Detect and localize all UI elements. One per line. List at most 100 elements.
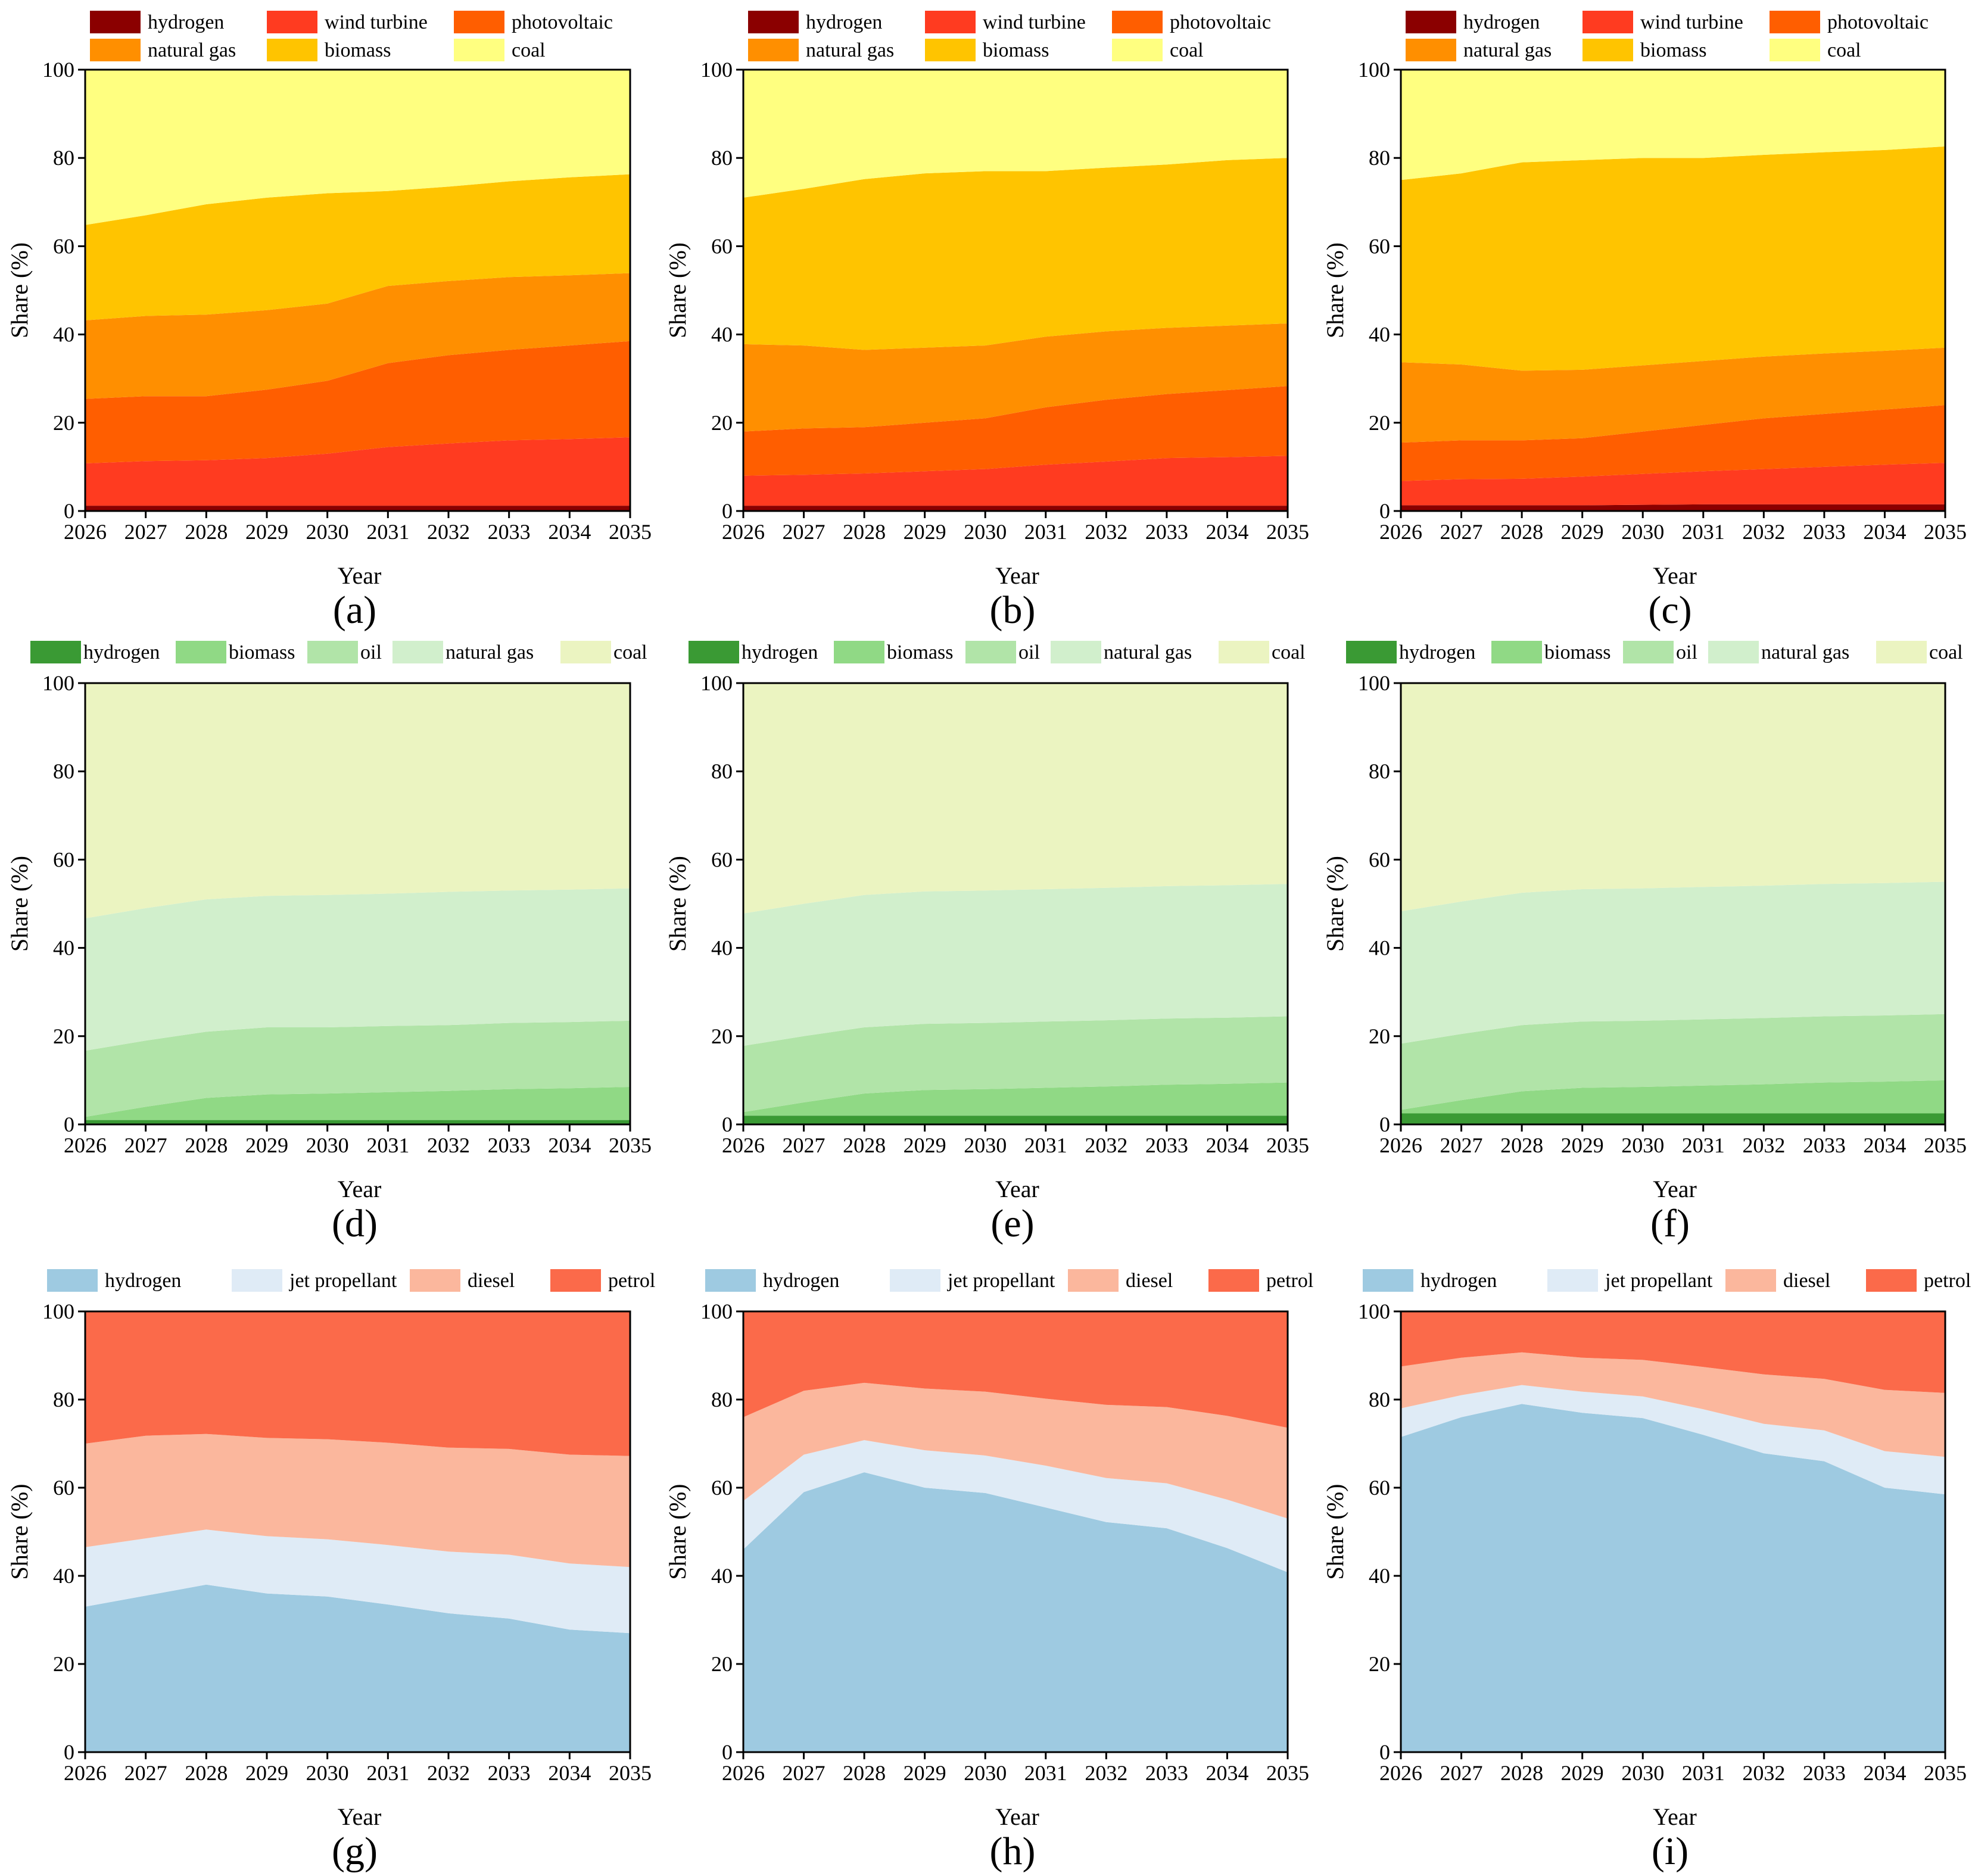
- y-axis-title: Share (%): [1322, 856, 1348, 952]
- area-coal: [743, 70, 1288, 198]
- legend-swatch: [1770, 11, 1820, 33]
- chart-panel-8: 0 20 40 60 80 100 2026 2027 2028 2029 2030 2031 2032…: [664, 1269, 1313, 1873]
- legend-swatch: [176, 641, 226, 663]
- legend-swatch: [925, 39, 976, 61]
- x-tick-label: 2029: [245, 520, 288, 544]
- area-natural-gas: [1401, 347, 1945, 443]
- x-tick-label: 2029: [1561, 520, 1604, 544]
- y-axis-title: Share (%): [664, 856, 691, 952]
- area-natural-gas: [743, 323, 1288, 432]
- x-tick-label: 2028: [185, 1761, 228, 1785]
- x-tick-label: 2030: [306, 1761, 349, 1785]
- x-tick-label: 2033: [488, 520, 531, 544]
- x-tick-label: 2035: [609, 520, 652, 544]
- legend-label: hydrogen: [763, 1270, 839, 1292]
- x-tick-label: 2027: [1440, 1761, 1483, 1785]
- y-tick-label: 40: [711, 1564, 733, 1588]
- legend-label: jet propellant: [289, 1270, 397, 1292]
- x-axis-title: Year: [1653, 1176, 1697, 1202]
- x-tick-label: 2035: [1266, 1133, 1309, 1157]
- legend-item-jet-propellant: jet propellant: [890, 1269, 1055, 1292]
- legend-label: coal: [1170, 39, 1204, 61]
- x-axis-title: Year: [338, 1803, 382, 1830]
- area-natural-gas: [1401, 881, 1945, 1044]
- plot-frame: [1400, 68, 1946, 512]
- area-wind-turbine: [1401, 463, 1945, 506]
- legend-swatch: [1708, 641, 1759, 663]
- legend-swatch: [392, 641, 443, 663]
- plot-frame: [84, 1310, 631, 1753]
- x-tick-label: 2031: [1682, 520, 1725, 544]
- y-tick-label: 60: [53, 847, 74, 871]
- y-tick-label: 100: [700, 671, 733, 695]
- chart-panel-1: 0 20 40 60 80 100 2026 2027 2028 2029 2030 2031 2032…: [6, 11, 652, 632]
- x-tick-label: 2030: [306, 520, 349, 544]
- legend-swatch: [550, 1269, 601, 1292]
- x-tick-label: 2028: [1500, 1133, 1543, 1157]
- area-biomass: [743, 158, 1288, 350]
- legend-swatch: [30, 641, 81, 663]
- x-tick-label: 2026: [64, 1761, 107, 1785]
- y-tick-label: 60: [711, 234, 733, 258]
- legend-item-biomass: biomass: [834, 641, 953, 663]
- legend-swatch: [1866, 1269, 1917, 1292]
- legend-item-hydrogen: hydrogen: [748, 11, 882, 33]
- area-biomass: [1401, 1080, 1945, 1114]
- legend-label: coal: [512, 39, 546, 61]
- legend-label: biomass: [325, 39, 391, 61]
- y-tick-label: 80: [1369, 146, 1390, 170]
- legend-item-natural-gas: natural gas: [90, 39, 236, 61]
- legend-swatch: [410, 1269, 460, 1292]
- legend-label: petrol: [608, 1270, 655, 1292]
- x-tick-label: 2031: [1024, 1761, 1067, 1785]
- legend-item-coal: coal: [1219, 641, 1306, 663]
- area-natural-gas: [85, 273, 630, 399]
- x-axis-title: Year: [995, 1803, 1039, 1830]
- legend-label: hydrogen: [806, 11, 882, 33]
- y-tick-label: 0: [64, 1112, 74, 1136]
- y-tick-label: 80: [711, 1388, 733, 1411]
- legend-swatch: [1051, 641, 1101, 663]
- x-tick-label: 2032: [1742, 1133, 1785, 1157]
- y-tick-label: 0: [722, 1112, 733, 1136]
- x-tick-label: 2033: [1145, 520, 1188, 544]
- legend-item-jet-propellant: jet propellant: [232, 1269, 397, 1292]
- plot-frame: [84, 68, 631, 512]
- y-tick-label: 0: [1379, 1112, 1390, 1136]
- legend-item-coal: coal: [1112, 39, 1204, 61]
- area-diesel: [1401, 1352, 1945, 1457]
- x-tick-label: 2032: [427, 1133, 470, 1157]
- legend-label: oil: [360, 641, 382, 663]
- legend-swatch: [1770, 39, 1820, 61]
- chart-panel-9: 0 20 40 60 80 100 2026 2027 2028 2029 2030 2031 2032…: [1322, 1269, 1971, 1873]
- y-tick-label: 40: [1369, 1564, 1390, 1588]
- x-tick-label: 2033: [1145, 1761, 1188, 1785]
- legend-label: hydrogen: [1463, 11, 1540, 33]
- y-tick-label: 80: [1369, 1388, 1390, 1411]
- legend-label: diesel: [468, 1270, 515, 1292]
- x-tick-label: 2032: [1742, 520, 1785, 544]
- x-axis-title: Year: [338, 1176, 382, 1202]
- x-tick-label: 2031: [1024, 520, 1067, 544]
- legend-item-coal: coal: [1876, 641, 1963, 663]
- x-tick-label: 2032: [1742, 1761, 1785, 1785]
- x-tick-label: 2026: [64, 520, 107, 544]
- area-photovoltaic: [743, 386, 1288, 476]
- legend-label: hydrogen: [1420, 1270, 1497, 1292]
- legend-item-diesel: diesel: [1725, 1269, 1830, 1292]
- chart-panel-5: 0 20 40 60 80 100 2026 2027 2028 2029 2030 2031 2032…: [664, 641, 1309, 1245]
- area-natural-gas: [743, 884, 1288, 1046]
- x-tick-label: 2035: [1924, 520, 1967, 544]
- legend-item-oil: oil: [307, 641, 382, 663]
- x-tick-label: 2029: [245, 1761, 288, 1785]
- area-biomass: [743, 1082, 1288, 1116]
- y-tick-label: 20: [1369, 1652, 1390, 1676]
- legend-swatch: [748, 39, 799, 61]
- legend-label: biomass: [1640, 39, 1706, 61]
- legend-swatch: [454, 11, 504, 33]
- legend-swatch: [705, 1269, 756, 1292]
- y-tick-label: 0: [64, 1740, 74, 1764]
- legend-item-diesel: diesel: [1068, 1269, 1173, 1292]
- x-tick-label: 2029: [1561, 1133, 1604, 1157]
